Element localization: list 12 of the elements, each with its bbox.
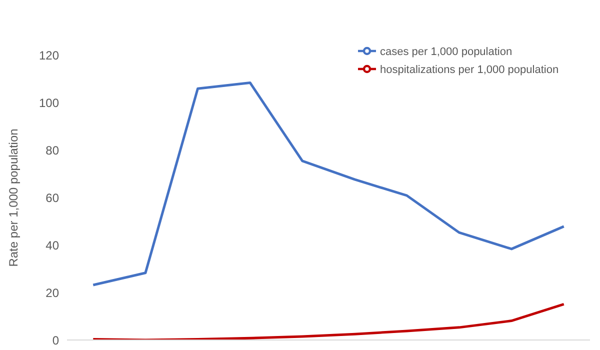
y-tick-label: 100 [38,96,60,110]
y-tick-label: 120 [38,48,60,63]
y-tick-label: 80 [46,144,60,158]
legend-label: cases per 1,000 population [380,46,512,58]
legend-label: hospitalizations per 1,000 population [380,64,559,76]
y-axis-title: Rate per 1,000 population [6,128,20,267]
line-series [92,302,566,340]
y-tick-label: 60 [46,190,60,205]
y-tick-label: 20 [46,286,60,300]
y-tick-label: 40 [46,238,60,252]
line-series [92,81,566,286]
y-tick-label: 0 [52,333,60,348]
